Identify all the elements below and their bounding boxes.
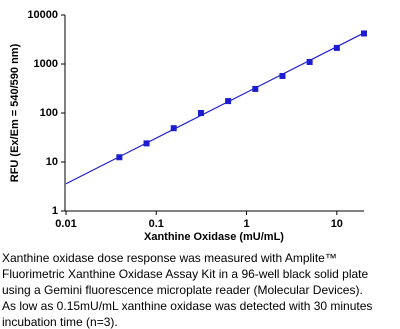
data-point: [143, 140, 150, 147]
x-tick-label: 10: [331, 218, 343, 230]
y-tick-label: 1000: [34, 58, 58, 70]
x-tick-label: 0.1: [149, 218, 164, 230]
fit-line: [65, 32, 365, 185]
caption-line: incubation time (n=3).: [2, 315, 118, 329]
data-point: [225, 98, 232, 105]
x-tick-label: 0.01: [55, 218, 76, 230]
caption-line: Xanthine oxidase dose response was measu…: [2, 251, 337, 265]
data-point: [170, 125, 177, 132]
caption-line: As low as 0.15mU/mL xanthine oxidase was…: [2, 299, 372, 313]
caption-line: Fluorimetric Xanthine Oxidase Assay Kit …: [2, 267, 368, 281]
x-tick-label: 1: [243, 218, 249, 230]
data-point: [252, 85, 259, 92]
caption-line: using a Gemini fluorescence microplate r…: [2, 283, 363, 297]
data-point: [197, 110, 204, 116]
data-point: [116, 154, 123, 161]
y-tick-label: 10000: [27, 9, 58, 21]
data-point: [279, 72, 286, 79]
data-point: [333, 44, 340, 51]
y-axis-label: RFU (Ex/Em = 540/590 nm): [9, 43, 21, 182]
data-point: [306, 58, 313, 65]
y-tick-label: 10: [46, 156, 58, 168]
caption: Xanthine oxidase dose response was measu…: [2, 251, 372, 329]
y-tick-label: 100: [40, 107, 58, 119]
y-tick-label: 1: [52, 205, 58, 217]
x-axis-label: Xanthine Oxidase (mU/mL): [144, 231, 284, 243]
data-point: [361, 30, 367, 37]
